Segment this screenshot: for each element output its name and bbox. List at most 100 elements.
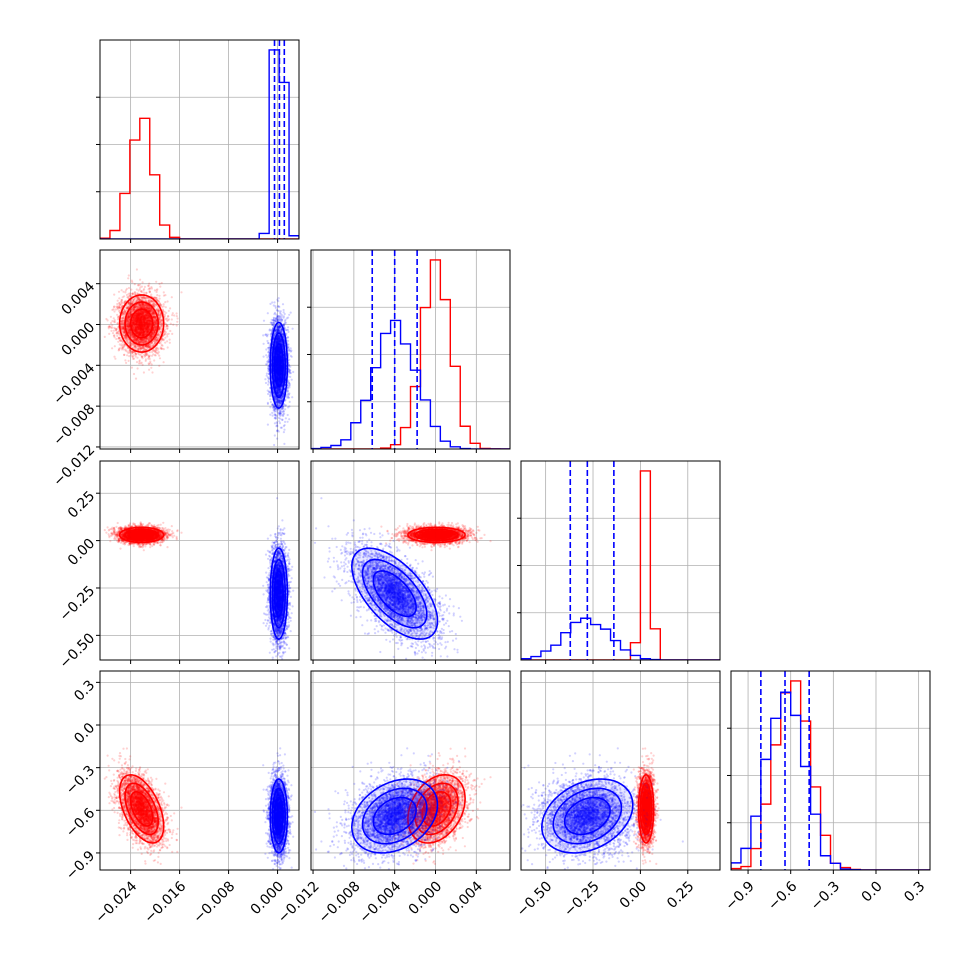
sample-point — [151, 311, 154, 314]
sample-point — [146, 306, 149, 309]
sample-point — [136, 337, 139, 341]
sample-point — [146, 328, 150, 331]
sample-point — [118, 301, 121, 304]
sample-point — [117, 340, 120, 343]
sample-point — [118, 336, 121, 339]
sample-point — [137, 328, 140, 331]
sample-point — [167, 332, 170, 335]
sample-point — [127, 320, 131, 323]
sample-point — [150, 309, 153, 312]
sample-point — [138, 332, 141, 336]
sample-point — [140, 324, 143, 327]
sample-point — [132, 316, 135, 319]
sample-point — [135, 268, 138, 271]
sample-point — [137, 332, 141, 335]
sample-point — [168, 338, 171, 341]
sample-point — [145, 327, 148, 330]
sample-point — [141, 319, 144, 322]
sample-point — [130, 341, 133, 344]
sample-point — [126, 315, 129, 318]
sample-point — [133, 323, 136, 326]
sample-point — [145, 317, 149, 320]
sample-point — [136, 330, 139, 334]
sample-point — [112, 334, 115, 337]
sample-point — [288, 400, 291, 403]
sample-point — [162, 291, 165, 294]
sample-point — [170, 296, 173, 299]
sample-point — [142, 327, 145, 330]
sample-point — [156, 349, 159, 352]
sample-point — [155, 280, 158, 283]
sample-point — [141, 363, 144, 366]
sample-point — [152, 315, 155, 318]
sample-point — [159, 315, 162, 319]
sample-point — [123, 312, 126, 315]
sample-point — [141, 312, 144, 315]
sample-point — [142, 339, 145, 342]
sample-point — [145, 305, 148, 308]
sample-point — [153, 289, 156, 292]
sample-point — [140, 322, 143, 325]
sample-point — [141, 318, 144, 321]
sample-point — [135, 339, 138, 342]
sample-point — [146, 338, 149, 341]
sample-point — [151, 371, 154, 374]
sample-point — [134, 321, 137, 324]
sample-point — [147, 344, 150, 347]
sample-point — [162, 361, 165, 364]
sample-point — [165, 324, 169, 327]
sample-point — [150, 286, 153, 289]
sample-point — [136, 315, 139, 318]
sample-point — [126, 325, 129, 328]
sample-point — [129, 344, 132, 348]
sample-point — [145, 336, 148, 340]
sample-point — [134, 344, 137, 347]
sample-point — [133, 309, 136, 312]
sample-point — [165, 317, 169, 320]
sample-point — [112, 308, 115, 311]
sample-point — [137, 320, 140, 323]
sample-point — [157, 308, 160, 311]
sample-point — [141, 334, 144, 337]
sample-point — [141, 334, 144, 337]
sample-point — [142, 323, 146, 326]
sample-point — [142, 306, 145, 309]
sample-point — [139, 318, 142, 321]
sample-point — [148, 282, 151, 285]
sample-point — [149, 319, 152, 322]
panel-grid-3-1 — [311, 671, 510, 870]
sample-point — [132, 372, 136, 376]
sample-point — [133, 283, 136, 286]
sample-point — [138, 345, 141, 348]
sample-point — [134, 325, 137, 329]
sample-point — [149, 324, 152, 327]
sample-point — [125, 318, 129, 321]
sample-point — [289, 311, 292, 314]
sample-point — [135, 322, 138, 325]
sample-point — [163, 330, 166, 333]
sample-point — [135, 327, 138, 330]
sample-point — [128, 329, 131, 332]
sample-point — [132, 321, 135, 324]
sample-point — [132, 323, 135, 326]
sample-point — [135, 329, 138, 332]
sample-point — [139, 304, 142, 307]
sample-point — [136, 319, 139, 322]
sample-point — [123, 295, 126, 298]
sample-point — [117, 316, 120, 319]
sample-point — [166, 335, 169, 338]
sample-point — [143, 291, 146, 294]
sample-point — [128, 314, 131, 317]
sample-point — [154, 348, 157, 351]
sample-point — [138, 331, 141, 334]
sample-point — [116, 299, 119, 302]
sample-point — [166, 327, 169, 330]
sample-point — [109, 315, 112, 318]
sample-point — [149, 319, 152, 322]
sample-point — [155, 336, 158, 339]
sample-point — [113, 334, 116, 337]
sample-point — [284, 404, 287, 407]
sample-point — [156, 294, 159, 297]
sample-point — [120, 325, 123, 328]
sample-point — [164, 301, 167, 304]
